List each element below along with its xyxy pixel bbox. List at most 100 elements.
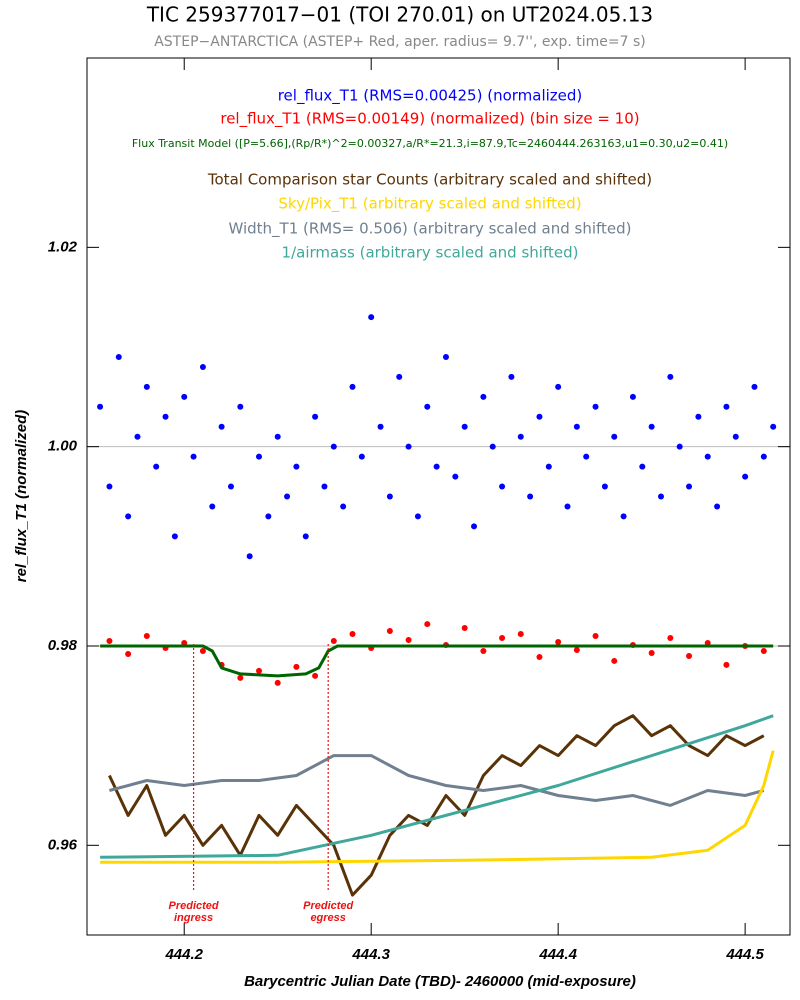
data-point <box>704 639 711 646</box>
data-point <box>424 403 431 410</box>
data-point <box>256 667 263 674</box>
data-point <box>648 423 655 430</box>
data-point <box>499 635 506 642</box>
data-point <box>386 493 393 500</box>
legend-entry: Total Comparison star Counts (arbitrary … <box>207 171 652 189</box>
data-point <box>657 493 664 500</box>
data-point <box>405 637 412 644</box>
data-point <box>302 533 309 540</box>
data-point <box>723 661 730 668</box>
data-point <box>601 483 608 490</box>
data-point <box>480 393 487 400</box>
predicted-label: Predicted <box>169 900 219 912</box>
legend-entry: Sky/Pix_T1 (arbitrary scaled and shifted… <box>278 195 581 214</box>
data-point <box>199 363 206 370</box>
data-point <box>480 647 487 654</box>
data-point <box>330 443 337 450</box>
data-point <box>770 423 777 430</box>
data-point <box>256 453 263 460</box>
chart-subtitle: ASTEP−ANTARCTICA (ASTEP+ Red, aper. radi… <box>154 34 646 50</box>
data-point <box>517 631 524 638</box>
data-point <box>424 621 431 628</box>
x-axis-label: Barycentric Julian Date (TBD)- 2460000 (… <box>244 973 636 990</box>
series-line <box>109 754 765 807</box>
data-point <box>274 433 281 440</box>
x-tick-label: 444.3 <box>351 946 390 963</box>
data-point <box>648 649 655 656</box>
data-point <box>433 463 440 470</box>
data-point <box>181 639 188 646</box>
legend-entry: rel_flux_T1 (RMS=0.00425) (normalized) <box>278 87 583 106</box>
data-point <box>555 383 562 390</box>
data-point <box>97 403 104 410</box>
data-point <box>396 373 403 380</box>
legend-entry: rel_flux_T1 (RMS=0.00149) (normalized) (… <box>220 110 639 129</box>
data-point <box>340 503 347 510</box>
data-point <box>611 657 618 664</box>
data-point <box>199 647 206 654</box>
predicted-label: Predicted <box>303 900 353 912</box>
data-point <box>620 513 627 520</box>
legend-entry: Width_T1 (RMS= 0.506) (arbitrary scaled … <box>228 220 631 239</box>
plot-area <box>97 314 777 897</box>
data-point <box>573 423 580 430</box>
data-point <box>611 433 618 440</box>
series-line <box>100 750 775 864</box>
x-tick-label: 444.2 <box>164 946 203 963</box>
data-point <box>115 353 122 360</box>
data-point <box>218 423 225 430</box>
data-point <box>377 423 384 430</box>
data-point <box>742 473 749 480</box>
data-point <box>583 453 590 460</box>
legend-entry: 1/airmass (arbitrary scaled and shifted) <box>282 244 579 262</box>
data-point <box>564 503 571 510</box>
y-tick-label: 0.98 <box>48 637 78 654</box>
data-point <box>162 413 169 420</box>
data-point <box>499 483 506 490</box>
data-point <box>723 403 730 410</box>
data-point <box>153 463 160 470</box>
legend-entry: Flux Transit Model ([P=5.66],(Rp/R*)^2=0… <box>132 137 728 150</box>
data-point <box>545 463 552 470</box>
plot-frame <box>86 57 791 936</box>
x-tick-label: 444.5 <box>725 946 764 963</box>
data-point <box>686 652 693 659</box>
data-point <box>368 314 375 321</box>
y-axis-label: rel_flux_T1 (normalized) <box>13 410 30 583</box>
data-point <box>527 493 534 500</box>
data-point <box>704 453 711 460</box>
data-point <box>386 628 393 635</box>
data-point <box>461 625 468 632</box>
data-point <box>751 383 758 390</box>
y-tick-label: 0.96 <box>48 836 78 853</box>
data-point <box>330 638 337 645</box>
data-point <box>125 650 132 657</box>
data-point <box>732 433 739 440</box>
data-point <box>629 393 636 400</box>
series-line <box>108 714 765 897</box>
data-point <box>143 383 150 390</box>
data-point <box>284 493 291 500</box>
data-point <box>489 443 496 450</box>
data-point <box>274 679 281 686</box>
predicted-label: egress <box>310 912 345 924</box>
data-point <box>686 483 693 490</box>
data-point <box>760 453 767 460</box>
data-point <box>125 513 132 520</box>
series-line <box>100 714 774 859</box>
y-tick-label: 1.02 <box>48 238 78 255</box>
series-line <box>100 644 774 678</box>
data-point <box>246 553 253 560</box>
data-point <box>106 638 113 645</box>
data-point <box>471 523 478 530</box>
data-point <box>517 433 524 440</box>
data-point <box>321 483 328 490</box>
x-tick-label: 444.4 <box>538 946 577 963</box>
data-point <box>667 373 674 380</box>
data-point <box>312 672 319 679</box>
data-point <box>461 423 468 430</box>
data-point <box>171 533 178 540</box>
data-point <box>555 639 562 646</box>
